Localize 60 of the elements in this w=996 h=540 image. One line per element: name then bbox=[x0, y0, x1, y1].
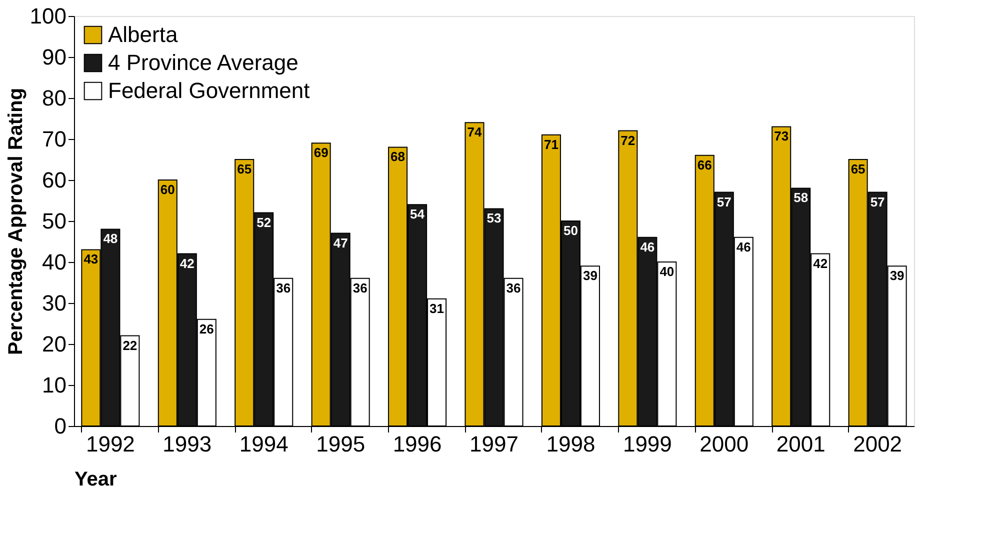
data-label: 46 bbox=[736, 239, 751, 254]
data-label: 36 bbox=[352, 280, 368, 296]
data-label: 22 bbox=[122, 338, 138, 353]
data-label: 36 bbox=[276, 280, 291, 296]
data-label: 52 bbox=[256, 214, 272, 230]
y-axis-title: Percentage Approval Rating bbox=[4, 88, 27, 356]
data-label: 65 bbox=[237, 162, 252, 176]
y-tick-label: 60 bbox=[42, 168, 66, 192]
x-axis-title: Year bbox=[74, 468, 117, 490]
y-tick-label: 50 bbox=[42, 208, 66, 234]
y-tick-label: 20 bbox=[42, 332, 66, 356]
data-label: 53 bbox=[486, 210, 502, 226]
y-tick-label: 80 bbox=[42, 86, 66, 110]
data-label: 42 bbox=[180, 256, 194, 271]
data-label: 39 bbox=[890, 268, 904, 284]
data-label: 71 bbox=[544, 136, 558, 152]
x-tick-label: 1998 bbox=[546, 432, 596, 456]
data-label: 60 bbox=[160, 182, 175, 197]
data-label: 50 bbox=[563, 223, 578, 238]
x-tick-label: 1999 bbox=[622, 432, 672, 456]
y-tick-label: 10 bbox=[42, 372, 66, 398]
data-label: 47 bbox=[333, 235, 348, 250]
data-label: 66 bbox=[697, 157, 712, 172]
x-tick-label: 1992 bbox=[86, 432, 135, 456]
data-label: 72 bbox=[620, 132, 636, 148]
legend-label: Alberta bbox=[108, 22, 178, 47]
data-label: 54 bbox=[410, 206, 426, 222]
data-label: 40 bbox=[660, 264, 674, 279]
legend-label: Federal Government bbox=[108, 78, 310, 103]
data-label: 31 bbox=[430, 300, 444, 316]
data-label: 46 bbox=[640, 239, 655, 254]
data-label: 43 bbox=[84, 252, 98, 267]
x-tick-label: 1993 bbox=[162, 432, 212, 456]
x-tick-label: 1995 bbox=[316, 432, 366, 456]
x-tick-label: 2001 bbox=[776, 432, 826, 456]
data-label: 74 bbox=[467, 124, 482, 140]
x-tick-label: 1994 bbox=[239, 432, 288, 456]
y-tick-label: 40 bbox=[42, 250, 66, 274]
data-label: 58 bbox=[794, 190, 808, 206]
data-label: 73 bbox=[774, 128, 789, 144]
data-label: 65 bbox=[850, 162, 866, 176]
data-label: 39 bbox=[582, 268, 598, 284]
y-tick-label: 70 bbox=[42, 126, 66, 152]
y-tick-label: 100 bbox=[30, 4, 66, 28]
data-label: 42 bbox=[813, 256, 828, 271]
data-label: 48 bbox=[103, 231, 118, 246]
legend-label: 4 Province Average bbox=[108, 50, 298, 75]
x-tick-label: 1997 bbox=[470, 432, 518, 456]
data-label: 69 bbox=[314, 145, 328, 160]
x-tick-label: 1996 bbox=[392, 432, 442, 456]
data-label: 57 bbox=[716, 194, 732, 210]
data-label: 68 bbox=[390, 149, 406, 164]
data-label: 26 bbox=[199, 321, 214, 336]
y-tick-label: 0 bbox=[54, 414, 66, 438]
y-tick-label: 90 bbox=[42, 44, 66, 70]
x-tick-label: 2000 bbox=[700, 432, 749, 456]
data-label: 57 bbox=[870, 194, 885, 210]
data-label: 36 bbox=[506, 280, 521, 296]
x-tick-label: 2002 bbox=[853, 432, 902, 456]
y-tick-label: 30 bbox=[42, 290, 66, 316]
